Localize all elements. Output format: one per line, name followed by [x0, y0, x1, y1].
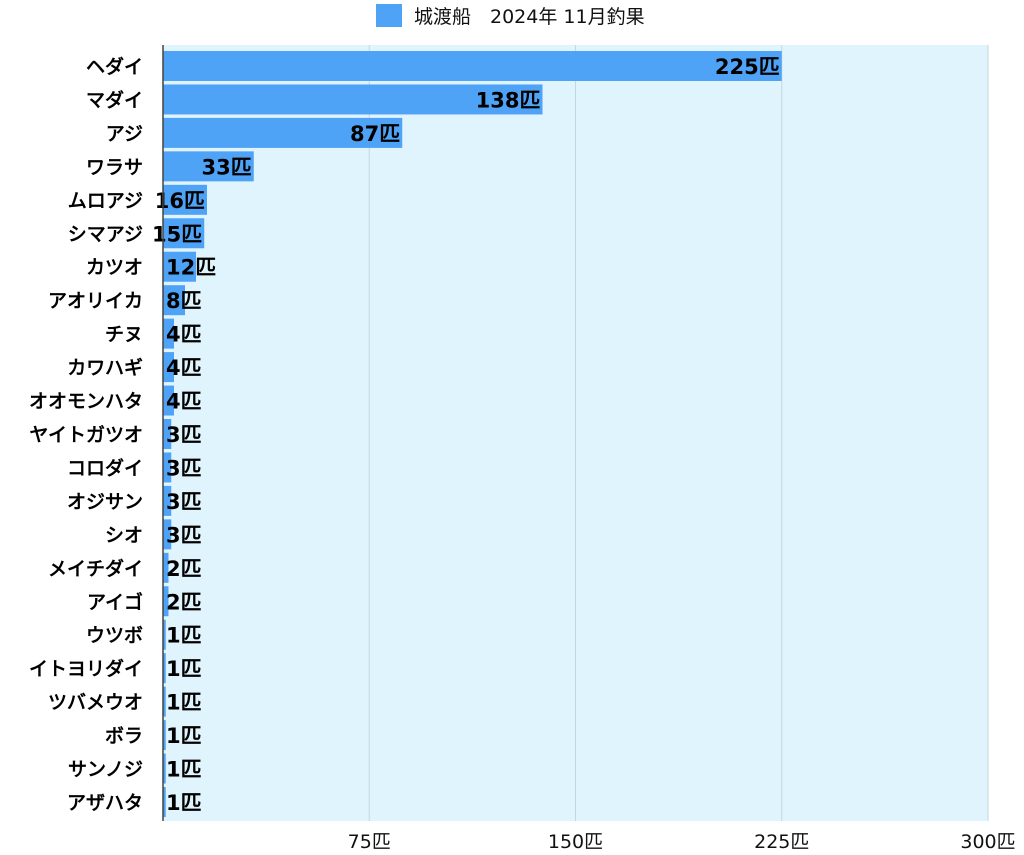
bar[interactable] [163, 385, 174, 416]
value-label: 4匹 [166, 390, 202, 414]
category-label: サンノジ [68, 759, 143, 781]
value-label: 8匹 [166, 289, 202, 313]
category-label: ムロアジ [68, 190, 143, 212]
category-labels: ヘダイマダイアジワラサムロアジシマアジカツオアオリイカチヌカワハギオオモンハタヤ… [29, 55, 143, 814]
category-label: アオリイカ [48, 290, 143, 312]
value-label: 1匹 [166, 758, 202, 782]
value-label: 138匹 [476, 88, 541, 112]
x-tick-label: 300匹 [960, 831, 1015, 853]
grid-lines [368, 45, 989, 821]
category-label: アジ [106, 123, 143, 145]
value-label: 4匹 [166, 323, 202, 347]
category-label: シオ [105, 524, 143, 546]
category-label: オオモンハタ [29, 391, 143, 413]
bar[interactable] [163, 686, 166, 717]
category-label: コロダイ [67, 456, 143, 479]
category-label: メイチダイ [48, 557, 143, 580]
category-label: シマアジ [68, 223, 143, 245]
value-label: 15匹 [152, 222, 202, 246]
value-label: 1匹 [166, 691, 202, 715]
bar[interactable] [163, 184, 207, 215]
legend-label: 城渡船 2024年 11月釣果 [414, 6, 645, 28]
category-label: ヘダイ [86, 55, 143, 78]
value-label: 33匹 [202, 155, 252, 179]
category-label: カワハギ [67, 357, 143, 379]
bar[interactable] [163, 720, 166, 751]
category-label: ツバメウオ [48, 692, 143, 714]
bar[interactable] [163, 787, 166, 817]
bar[interactable] [163, 84, 543, 115]
category-label: オジサン [67, 491, 143, 513]
value-label: 12匹 [166, 256, 216, 280]
value-label: 3匹 [166, 423, 202, 447]
x-tick-label: 225匹 [754, 831, 809, 853]
value-label: 3匹 [166, 456, 202, 480]
bar[interactable] [163, 586, 169, 617]
category-label: ウツボ [86, 625, 143, 647]
bar[interactable] [163, 653, 166, 684]
category-label: マダイ [86, 88, 143, 111]
value-label: 225匹 [715, 55, 780, 79]
value-label: 2匹 [166, 557, 202, 581]
category-label: チヌ [105, 324, 143, 346]
value-label: 4匹 [166, 356, 202, 380]
value-label: 1匹 [166, 724, 202, 748]
bar[interactable] [163, 552, 169, 583]
value-label: 1匹 [166, 791, 202, 815]
category-label: アイゴ [87, 590, 143, 613]
bar[interactable] [163, 619, 166, 650]
bar[interactable] [163, 218, 205, 249]
bar[interactable] [163, 117, 403, 148]
category-label: ワラサ [86, 156, 143, 178]
bar[interactable] [163, 352, 174, 383]
legend[interactable]: 城渡船 2024年 11月釣果 [376, 4, 645, 28]
value-label: 3匹 [166, 490, 202, 514]
bar[interactable] [163, 151, 254, 182]
bars [163, 51, 782, 817]
category-label: カツオ [86, 257, 143, 279]
bar[interactable] [163, 419, 172, 449]
legend-swatch [376, 4, 402, 27]
bar[interactable] [163, 51, 782, 81]
bar[interactable] [163, 318, 174, 349]
value-label: 87匹 [350, 122, 400, 146]
bar[interactable] [163, 452, 172, 483]
category-label: アザハタ [67, 792, 143, 814]
bar[interactable] [163, 285, 185, 316]
category-label: イトヨリダイ [29, 657, 143, 680]
x-axis-tick-labels: 75匹 150匹 225匹 300匹 [348, 831, 1016, 853]
category-label: ボラ [105, 725, 143, 747]
x-tick-label: 75匹 [348, 831, 391, 853]
value-label: 1匹 [166, 657, 202, 681]
bar[interactable] [163, 753, 166, 784]
bar[interactable] [163, 251, 196, 282]
value-label: 3匹 [166, 523, 202, 547]
value-label: 2匹 [166, 590, 202, 614]
bar[interactable] [163, 485, 172, 516]
x-tick-label: 150匹 [548, 831, 603, 853]
bar[interactable] [163, 519, 172, 550]
value-label: 1匹 [166, 624, 202, 648]
category-label: ヤイトガツオ [29, 424, 143, 446]
